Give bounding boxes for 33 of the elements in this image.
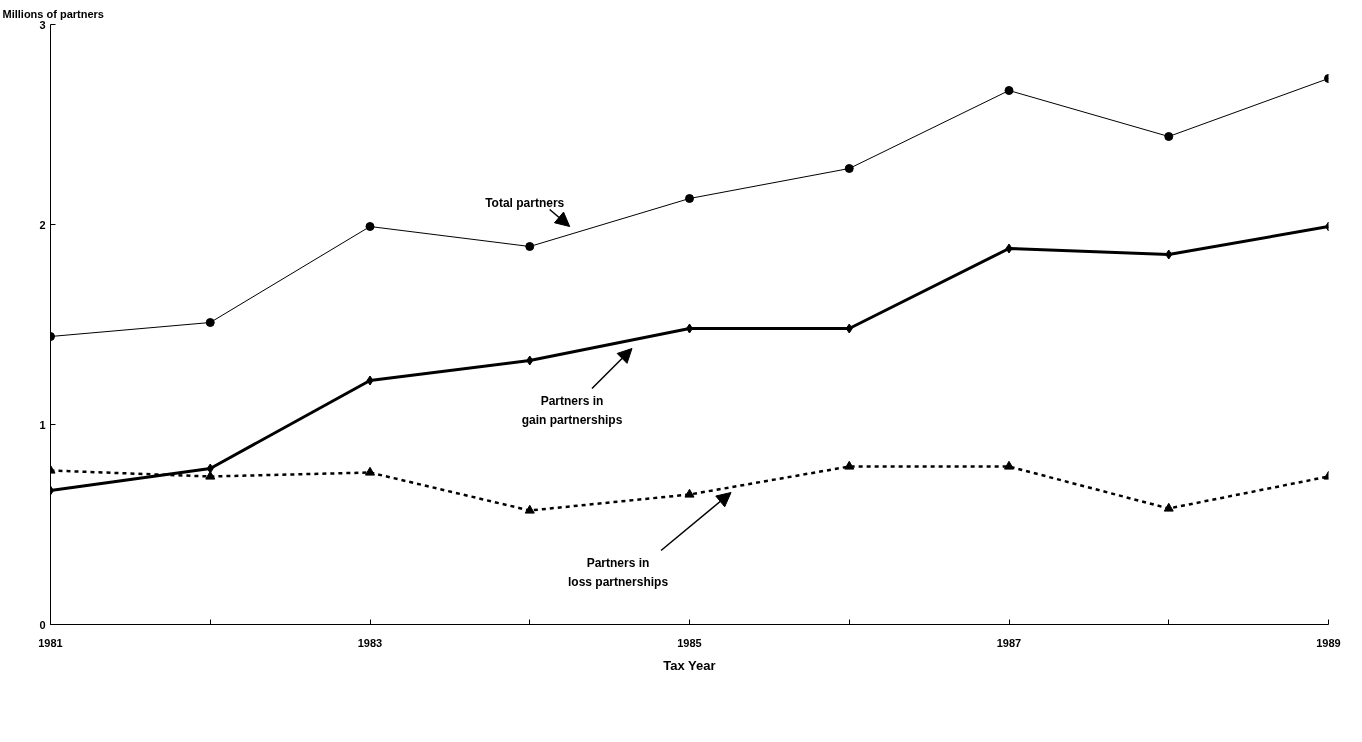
- x-axis-title: Tax Year: [663, 657, 716, 673]
- point: [844, 164, 854, 173]
- point: [684, 488, 695, 498]
- x-tick-label: 1983: [357, 636, 383, 649]
- point: [1004, 460, 1014, 470]
- point: [1164, 132, 1174, 141]
- y-tick-label: 1: [39, 418, 46, 431]
- point: [205, 470, 216, 480]
- point: [1165, 249, 1173, 260]
- point: [1005, 243, 1013, 254]
- x-tick-label: 1981: [38, 636, 63, 649]
- text: Partners in loss partnerships: [568, 556, 669, 589]
- point: [526, 355, 534, 366]
- y-tick-label: 0: [39, 618, 46, 631]
- y-axis-title: Millions of partners: [2, 7, 104, 20]
- x-tick-label: 1989: [1316, 636, 1341, 649]
- point: [1163, 502, 1174, 512]
- point: [844, 460, 855, 470]
- point: [205, 318, 215, 327]
- y-tick-label: 3: [39, 18, 46, 31]
- point: [206, 463, 214, 474]
- point: [366, 375, 374, 386]
- x-tick-label: 1987: [996, 636, 1022, 649]
- text: Total partners: [485, 195, 565, 210]
- point: [365, 222, 375, 231]
- y-tick-label: 2: [39, 218, 46, 231]
- point: [685, 194, 694, 203]
- point: [525, 242, 535, 251]
- x-tick-label: 1985: [677, 636, 702, 649]
- point: [1004, 86, 1014, 95]
- point: [524, 504, 535, 514]
- point: [365, 466, 375, 476]
- text: Partners in gain partnerships: [521, 394, 623, 427]
